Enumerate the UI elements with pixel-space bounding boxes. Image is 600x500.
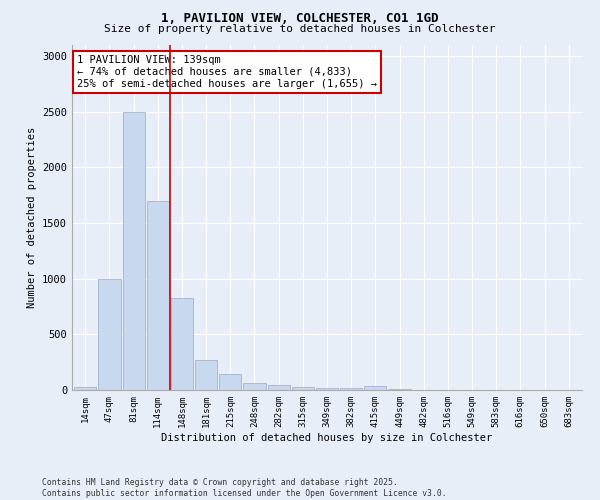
- Bar: [244, 384, 266, 390]
- Bar: [316, 388, 338, 390]
- Bar: [268, 385, 290, 390]
- Bar: [122, 112, 145, 390]
- Bar: [146, 201, 169, 390]
- Text: Contains HM Land Registry data © Crown copyright and database right 2025.
Contai: Contains HM Land Registry data © Crown c…: [42, 478, 446, 498]
- Bar: [292, 387, 314, 390]
- Bar: [74, 386, 97, 390]
- Bar: [195, 360, 217, 390]
- Y-axis label: Number of detached properties: Number of detached properties: [26, 127, 37, 308]
- Text: Size of property relative to detached houses in Colchester: Size of property relative to detached ho…: [104, 24, 496, 34]
- Bar: [98, 278, 121, 390]
- Text: 1, PAVILION VIEW, COLCHESTER, CO1 1GD: 1, PAVILION VIEW, COLCHESTER, CO1 1GD: [161, 12, 439, 26]
- X-axis label: Distribution of detached houses by size in Colchester: Distribution of detached houses by size …: [161, 432, 493, 442]
- Bar: [340, 388, 362, 390]
- Text: 1 PAVILION VIEW: 139sqm
← 74% of detached houses are smaller (4,833)
25% of semi: 1 PAVILION VIEW: 139sqm ← 74% of detache…: [77, 56, 377, 88]
- Bar: [219, 374, 241, 390]
- Bar: [364, 386, 386, 390]
- Bar: [171, 298, 193, 390]
